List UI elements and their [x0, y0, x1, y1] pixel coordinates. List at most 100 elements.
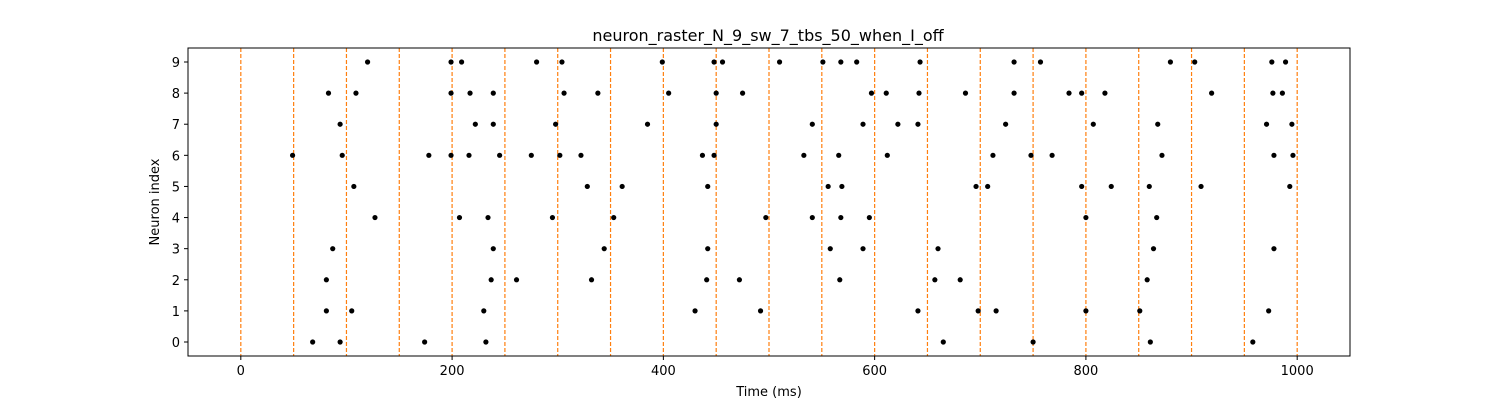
spike-point [659, 59, 665, 65]
spike-point [351, 183, 357, 190]
spike-point [330, 246, 336, 252]
spike-point [739, 90, 746, 96]
spike-point [1049, 152, 1055, 158]
spike-point [1090, 121, 1096, 127]
spike-point [711, 59, 717, 65]
spike-point [801, 152, 807, 158]
spike-point [836, 152, 842, 158]
spike-point [837, 277, 843, 283]
spike-point [1289, 121, 1295, 127]
spike-point [860, 121, 866, 127]
spike-point [916, 90, 922, 96]
spike-point [838, 214, 844, 221]
spike-point [985, 183, 991, 190]
spike-point [1083, 308, 1089, 314]
spike-point [883, 90, 889, 96]
spike-point [483, 339, 489, 345]
spike-point [809, 214, 815, 221]
spike-point [713, 121, 719, 127]
spike-point [644, 121, 651, 127]
spike-point [372, 214, 378, 221]
spike-point [692, 308, 698, 314]
spike-point [1011, 90, 1017, 96]
spike-point [1271, 246, 1277, 252]
spike-point [1198, 183, 1204, 190]
y-tick-label: 6 [172, 149, 180, 164]
spike-point [1150, 246, 1157, 252]
spike-point [490, 246, 496, 252]
spike-point [757, 308, 764, 314]
spike-point [839, 183, 845, 190]
spike-point [705, 246, 711, 252]
spike-point [619, 183, 625, 190]
spike-point [1290, 152, 1296, 158]
spike-point [1108, 183, 1114, 190]
spike-point [448, 152, 454, 158]
spike-point [825, 183, 831, 190]
spike-point [578, 152, 584, 158]
spike-point [513, 277, 520, 283]
spike-point [990, 152, 996, 158]
spike-point [588, 277, 595, 283]
spike-point [940, 339, 946, 345]
spike-point [601, 246, 607, 252]
spike-point [448, 59, 454, 65]
spike-point [1269, 59, 1275, 65]
spike-point [713, 90, 719, 96]
spike-point [809, 121, 815, 127]
spike-point [1011, 59, 1017, 65]
spike-point [975, 308, 981, 314]
spike-point [704, 277, 710, 283]
x-axis-ticks: 0 200 400 600 800 1000 [237, 356, 1314, 379]
spike-point [915, 308, 921, 314]
spike-point [611, 214, 617, 221]
spike-point [1003, 121, 1009, 127]
spike-point [1147, 339, 1153, 345]
spike-point [466, 152, 472, 158]
x-tick-label: 400 [651, 364, 676, 379]
spike-point [323, 308, 329, 314]
spike-point [467, 90, 473, 96]
y-tick-label: 3 [172, 243, 180, 258]
spike-point [1137, 308, 1143, 314]
spike-point [711, 152, 717, 158]
spike-point [868, 90, 875, 96]
spike-point [422, 339, 428, 345]
spike-point [895, 121, 901, 127]
spike-point [426, 152, 432, 158]
y-tick-label: 0 [172, 336, 180, 351]
spike-points [289, 59, 1296, 345]
spike-point [1282, 59, 1289, 65]
x-tick-label: 800 [1073, 364, 1098, 379]
spike-point [1271, 152, 1277, 158]
spike-point [364, 59, 371, 65]
spike-point [337, 121, 343, 127]
spike-point [485, 214, 491, 221]
spike-point [323, 277, 329, 283]
spike-point [1287, 183, 1293, 190]
spike-point [866, 214, 872, 221]
spike-point [1102, 90, 1108, 96]
spike-point [448, 90, 454, 96]
spike-point [1079, 90, 1085, 96]
spike-point [666, 90, 672, 96]
spike-point [1028, 152, 1034, 158]
spike-point [1030, 339, 1036, 345]
y-tick-label: 1 [172, 305, 180, 320]
y-axis-label: Neuron index [148, 158, 163, 245]
spike-point [1037, 59, 1044, 65]
x-tick-label: 1000 [1281, 364, 1314, 379]
spike-point [488, 277, 494, 283]
plot-frame [187, 47, 1351, 357]
spike-point [705, 183, 711, 190]
spike-point [497, 152, 503, 158]
spike-point [719, 59, 726, 65]
spike-point [935, 246, 941, 252]
spike-point [763, 214, 769, 221]
spike-point [915, 121, 921, 127]
spike-point [776, 59, 783, 65]
spike-point [1155, 121, 1161, 127]
spike-point [490, 121, 496, 127]
spike-point [973, 183, 979, 190]
